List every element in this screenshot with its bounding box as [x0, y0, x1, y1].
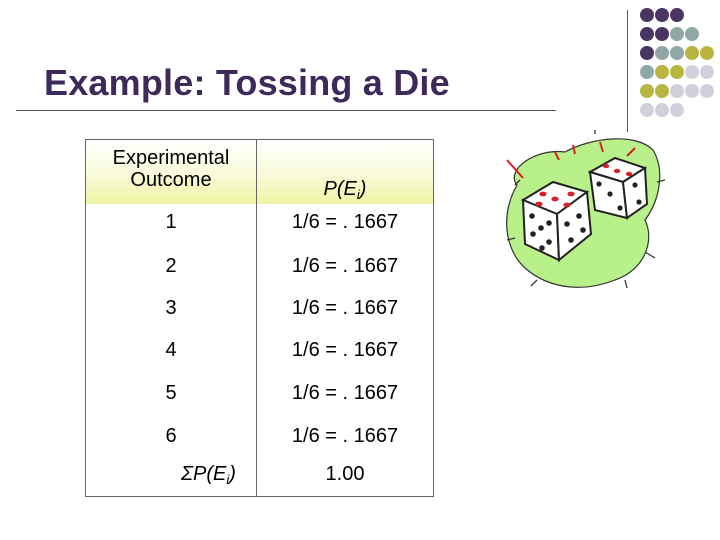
- decorative-dot: [655, 8, 669, 22]
- decorative-dot: [655, 84, 669, 98]
- header-outcome-line1: Experimental: [112, 147, 230, 169]
- row-outcome: 3: [165, 297, 177, 319]
- decorative-dot: [640, 65, 654, 79]
- slide-title: Example: Tossing a Die: [44, 62, 450, 103]
- row-outcome: 5: [165, 382, 177, 404]
- row-probability: 1/6 = . 1667: [291, 382, 399, 404]
- decorative-dot: [685, 65, 699, 79]
- title-underline: [16, 110, 556, 111]
- header-prob-sub: i: [356, 187, 360, 202]
- sum-label-main: ΣP(E: [181, 463, 227, 485]
- decorative-dot: [700, 46, 714, 60]
- header-prob-close: ): [359, 178, 367, 200]
- decorative-dot: [670, 103, 684, 117]
- dice-clipart-icon: [506, 130, 665, 289]
- header-probability: P(Ei): [257, 178, 433, 206]
- decorative-dot: [655, 103, 669, 117]
- decorative-dot: [670, 8, 684, 22]
- decorative-dot: [655, 27, 669, 41]
- sum-label-close: ): [229, 463, 236, 485]
- table-header-band: [86, 140, 433, 204]
- row-outcome: 2: [165, 255, 177, 277]
- row-probability: 1/6 = . 1667: [291, 425, 399, 447]
- decorative-dot: [685, 46, 699, 60]
- decorative-dot: [700, 65, 714, 79]
- header-outcome: Experimental Outcome: [86, 147, 256, 191]
- sum-label-sub: i: [226, 472, 230, 487]
- sum-label: ΣP(Ei): [181, 463, 256, 491]
- decorative-dot: [640, 84, 654, 98]
- row-probability: 1/6 = . 1667: [291, 255, 399, 277]
- sum-value: 1.00: [325, 463, 365, 485]
- header-outcome-line2: Outcome: [130, 169, 212, 191]
- decorative-dot: [670, 46, 684, 60]
- decorative-dot: [670, 65, 684, 79]
- decorative-dot: [640, 8, 654, 22]
- decorative-dot: [685, 84, 699, 98]
- row-probability: 1/6 = . 1667: [291, 211, 399, 233]
- decorative-dot: [655, 46, 669, 60]
- decorative-dot: [640, 46, 654, 60]
- decorative-dot: [640, 103, 654, 117]
- header-prob-main: P(E: [323, 178, 357, 200]
- vertical-divider: [627, 10, 628, 132]
- row-probability: 1/6 = . 1667: [291, 297, 399, 319]
- decorative-dot: [640, 27, 654, 41]
- decorative-dot: [685, 27, 699, 41]
- decorative-dot: [655, 65, 669, 79]
- decorative-dot: [700, 84, 714, 98]
- row-probability: 1/6 = . 1667: [291, 339, 399, 361]
- decorative-dot: [670, 84, 684, 98]
- row-outcome: 1: [165, 211, 177, 233]
- decorative-dot-grid: [640, 8, 720, 128]
- probability-table: Experimental Outcome P(Ei) 1 1/6 = . 166…: [85, 139, 434, 497]
- row-outcome: 6: [165, 425, 177, 447]
- column-divider: [256, 140, 257, 496]
- row-outcome: 4: [165, 339, 177, 361]
- decorative-dot: [670, 27, 684, 41]
